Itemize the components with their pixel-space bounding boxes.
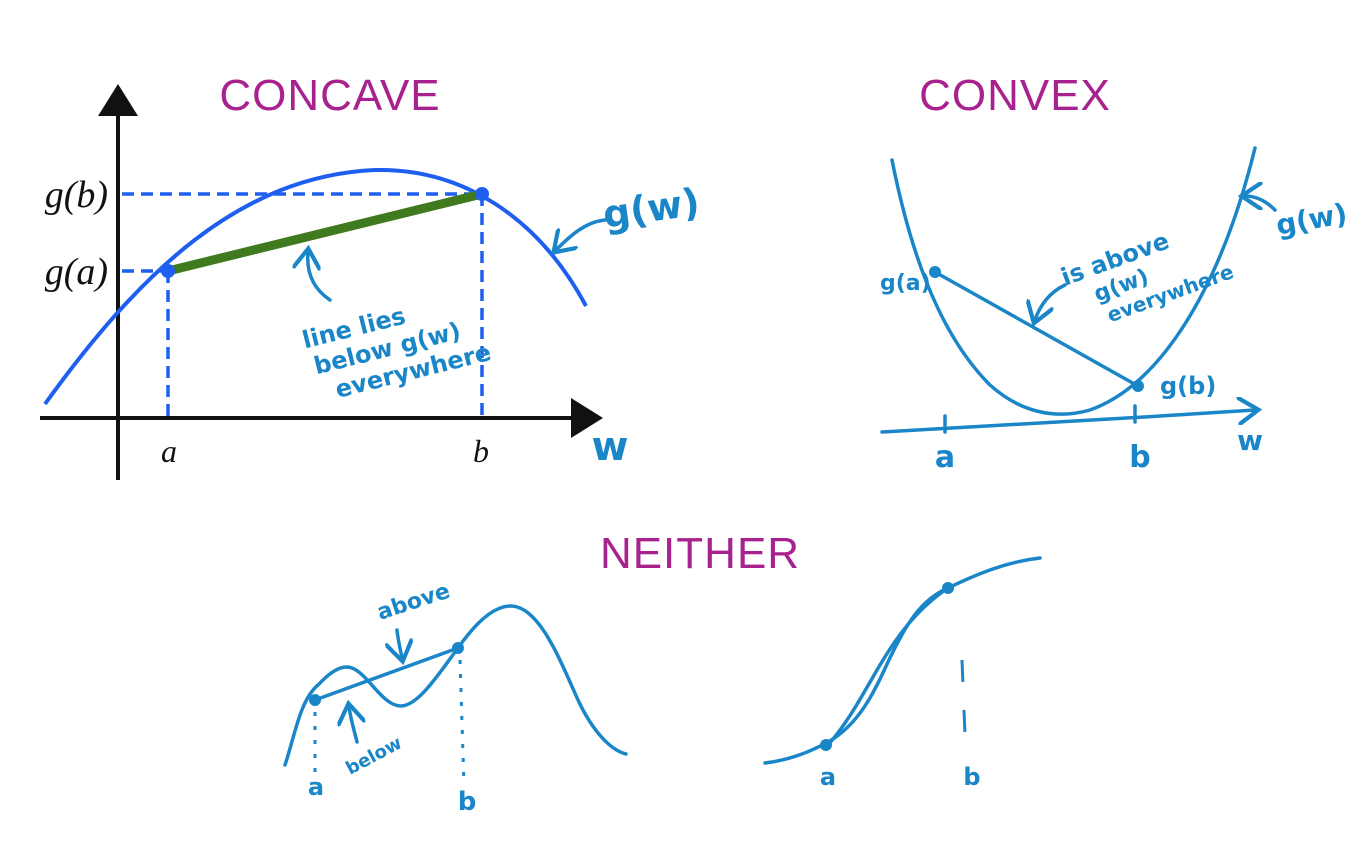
concave-point-b — [475, 187, 489, 201]
convex-note-arrow — [1035, 283, 1067, 320]
convex-note: is above g(w) everywhere — [1057, 227, 1236, 328]
neither-right-point-b — [942, 582, 954, 594]
convex-curve-label: g(w) — [1273, 197, 1349, 242]
convex-title: CONVEX — [919, 71, 1111, 120]
convex-label-g-a: g(a) — [880, 271, 931, 296]
neither-panel: NEITHER a b above below a b — [283, 529, 1042, 817]
concave-curve-label-arrow — [556, 218, 607, 250]
neither-left-example: a b above below — [283, 579, 628, 817]
concave-note: line lies below g(w) everywhere — [299, 302, 493, 404]
concave-note-arrow — [308, 252, 332, 302]
neither-left-guide-b — [458, 659, 466, 786]
concave-curve — [43, 167, 588, 406]
concave-axis-label-w: w — [592, 424, 629, 470]
label-g-a: g(a) — [45, 251, 108, 293]
neither-title: NEITHER — [600, 529, 800, 578]
neither-right-chord — [826, 586, 950, 747]
neither-left-point-b — [452, 642, 464, 654]
label-g-b: g(b) — [45, 174, 108, 216]
neither-left-label-b: b — [458, 787, 477, 817]
concave-panel: CONCAVE g(b) g(a) a b w g(w) line lies b… — [40, 71, 702, 480]
convex-label-g-b: g(b) — [1160, 372, 1216, 400]
neither-right-guide-b — [960, 659, 968, 761]
neither-left-chord — [313, 646, 460, 702]
neither-right-label-a: a — [820, 763, 836, 791]
neither-right-label-b: b — [963, 763, 980, 791]
convex-axis-label-w: w — [1237, 424, 1263, 457]
label-b: b — [473, 433, 489, 469]
concave-title: CONCAVE — [219, 71, 440, 120]
convex-point-b — [1132, 380, 1144, 392]
convex-curve — [890, 146, 1257, 416]
neither-right-example: a b — [763, 556, 1042, 791]
neither-right-point-a — [820, 739, 832, 751]
neither-left-curve — [283, 604, 628, 767]
neither-right-curve — [763, 556, 1042, 765]
neither-below-label: below — [342, 733, 405, 780]
neither-above-arrow — [397, 628, 402, 658]
neither-below-arrow — [349, 707, 357, 744]
neither-left-label-a: a — [308, 773, 324, 801]
concave-point-a — [161, 264, 175, 278]
concave-curve-label: g(w) — [600, 180, 702, 237]
neither-left-point-a — [309, 694, 321, 706]
convex-x-axis — [880, 410, 1255, 434]
concave-chord — [163, 189, 487, 276]
convex-panel: CONVEX g(a) g(b) a b w g(w) is above g(w… — [880, 71, 1350, 475]
convex-point-a — [929, 266, 941, 278]
neither-above-label: above — [374, 579, 453, 626]
convex-chord — [933, 270, 1140, 388]
label-a: a — [161, 433, 177, 469]
convex-label-b: b — [1129, 440, 1150, 475]
convex-curve-label-arrow — [1245, 196, 1277, 212]
convex-label-a: a — [935, 440, 955, 475]
